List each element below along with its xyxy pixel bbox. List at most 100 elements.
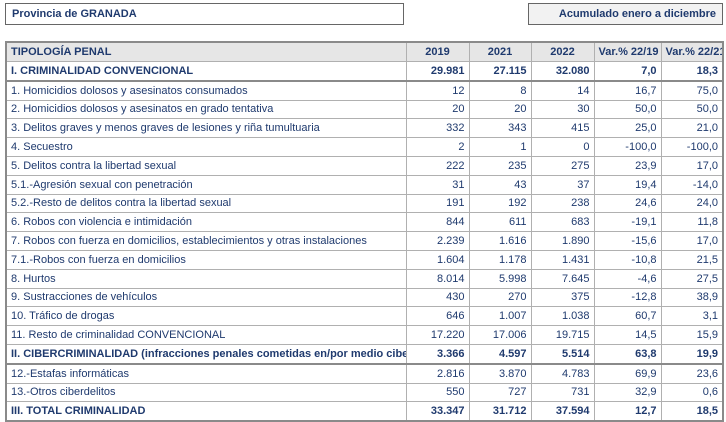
crime-table: TIPOLOGÍA PENAL 2019 2021 2022 Var.% 22/19 Va… [5, 41, 724, 422]
value-cell: 14,5 [593, 325, 662, 345]
value-cell: 14 [530, 80, 595, 101]
table-row: II. CIBERCRIMINALIDAD (infracciones pena… [5, 343, 724, 365]
value-cell: 343 [468, 118, 532, 139]
value-cell: 43 [468, 174, 532, 195]
value-cell: 3.870 [468, 363, 532, 384]
value-cell: -19,1 [593, 212, 662, 233]
value-cell: 0,6 [660, 382, 724, 403]
value-cell: 3.366 [405, 343, 470, 365]
category-cell: 3. Delitos graves y menos graves de lesi… [5, 118, 407, 139]
value-cell: -4,6 [593, 268, 662, 289]
value-cell: 18,5 [660, 401, 724, 422]
value-cell: 50,0 [593, 99, 662, 120]
value-cell: 32,9 [593, 382, 662, 403]
value-cell: 8.014 [405, 268, 470, 289]
value-cell: 5.514 [530, 343, 595, 365]
value-cell: 270 [468, 287, 532, 308]
value-cell: 375 [530, 287, 595, 308]
value-cell: 30 [530, 99, 595, 120]
column-header: Var.% 22/21 [660, 41, 724, 62]
category-cell: 13.-Otros ciberdelitos [5, 382, 407, 403]
value-cell: 17.220 [405, 325, 470, 345]
category-cell: 10. Tráfico de drogas [5, 306, 407, 327]
category-cell: 7.1.-Robos con fuerza en domicilios [5, 249, 407, 270]
table-row: 1. Homicidios dolosos y asesinatos consu… [5, 80, 724, 101]
category-cell: I. CRIMINALIDAD CONVENCIONAL [5, 60, 407, 82]
value-cell: 191 [405, 193, 470, 214]
value-cell: -14,0 [660, 174, 724, 195]
value-cell: 23,6 [660, 363, 724, 384]
value-cell: 275 [530, 155, 595, 176]
value-cell: 2.816 [405, 363, 470, 384]
value-cell: 611 [468, 212, 532, 233]
value-cell: 19.715 [530, 325, 595, 345]
value-cell: 0 [530, 137, 595, 157]
value-cell: 683 [530, 212, 595, 233]
column-header: 2021 [468, 41, 532, 62]
value-cell: 235 [468, 155, 532, 176]
category-cell: 11. Resto de criminalidad CONVENCIONAL [5, 325, 407, 345]
table-row: 13.-Otros ciberdelitos 550 727 731 32,9 0,6 [5, 382, 724, 403]
value-cell: 37.594 [530, 401, 595, 422]
column-header: 2019 [405, 41, 470, 62]
category-cell: 12.-Estafas informáticas [5, 363, 407, 384]
value-cell: 33.347 [405, 401, 470, 422]
value-cell: 18,3 [660, 60, 724, 82]
table-row: 2. Homicidios dolosos y asesinatos en gr… [5, 99, 724, 120]
value-cell: 415 [530, 118, 595, 139]
province-label: Provincia de GRANADA [5, 3, 404, 25]
category-cell: 5. Delitos contra la libertad sexual [5, 155, 407, 176]
value-cell: 4.597 [468, 343, 532, 365]
value-cell: 75,0 [660, 80, 724, 101]
column-header: Var.% 22/19 [593, 41, 662, 62]
value-cell: 69,9 [593, 363, 662, 384]
value-cell: 2 [405, 137, 470, 157]
value-cell: 19,9 [660, 343, 724, 365]
value-cell: -100,0 [593, 137, 662, 157]
value-cell: 727 [468, 382, 532, 403]
table-body: I. CRIMINALIDAD CONVENCIONAL 29.981 27.115… [5, 60, 724, 422]
value-cell: -15,6 [593, 231, 662, 251]
value-cell: 238 [530, 193, 595, 214]
table-row: 5.1.-Agresión sexual con penetración 31 43… [5, 174, 724, 195]
value-cell: 32.080 [530, 60, 595, 82]
value-cell: 27,5 [660, 268, 724, 289]
table-row: 3. Delitos graves y menos graves de lesi… [5, 118, 724, 139]
column-header: 2022 [530, 41, 595, 62]
value-cell: 4.783 [530, 363, 595, 384]
value-cell: 15,9 [660, 325, 724, 345]
value-cell: 1.890 [530, 231, 595, 251]
value-cell: -100,0 [660, 137, 724, 157]
value-cell: 20 [405, 99, 470, 120]
value-cell: 844 [405, 212, 470, 233]
table-row: 5.2.-Resto de delitos contra la libertad… [5, 193, 724, 214]
value-cell: 24,0 [660, 193, 724, 214]
value-cell: 21,5 [660, 249, 724, 270]
value-cell: -12,8 [593, 287, 662, 308]
value-cell: 19,4 [593, 174, 662, 195]
value-cell: 63,8 [593, 343, 662, 365]
category-cell: 8. Hurtos [5, 268, 407, 289]
value-cell: 16,7 [593, 80, 662, 101]
value-cell: 1 [468, 137, 532, 157]
table-row: III. TOTAL CRIMINALIDAD 33.347 31.712 37.59… [5, 401, 724, 422]
value-cell: 21,0 [660, 118, 724, 139]
value-cell: 12 [405, 80, 470, 101]
value-cell: 50,0 [660, 99, 724, 120]
category-cell: 5.2.-Resto de delitos contra la libertad… [5, 193, 407, 214]
value-cell: 23,9 [593, 155, 662, 176]
value-cell: 550 [405, 382, 470, 403]
value-cell: 1.007 [468, 306, 532, 327]
value-cell: 17,0 [660, 231, 724, 251]
value-cell: 5.998 [468, 268, 532, 289]
category-cell: 5.1.-Agresión sexual con penetración [5, 174, 407, 195]
table-row: 10. Tráfico de drogas 646 1.007 1.038 60,7 3,… [5, 306, 724, 327]
value-cell: 1.178 [468, 249, 532, 270]
value-cell: 20 [468, 99, 532, 120]
category-cell: II. CIBERCRIMINALIDAD (infracciones pena… [5, 343, 407, 365]
value-cell: 38,9 [660, 287, 724, 308]
value-cell: 11,8 [660, 212, 724, 233]
value-cell: 60,7 [593, 306, 662, 327]
value-cell: 31.712 [468, 401, 532, 422]
